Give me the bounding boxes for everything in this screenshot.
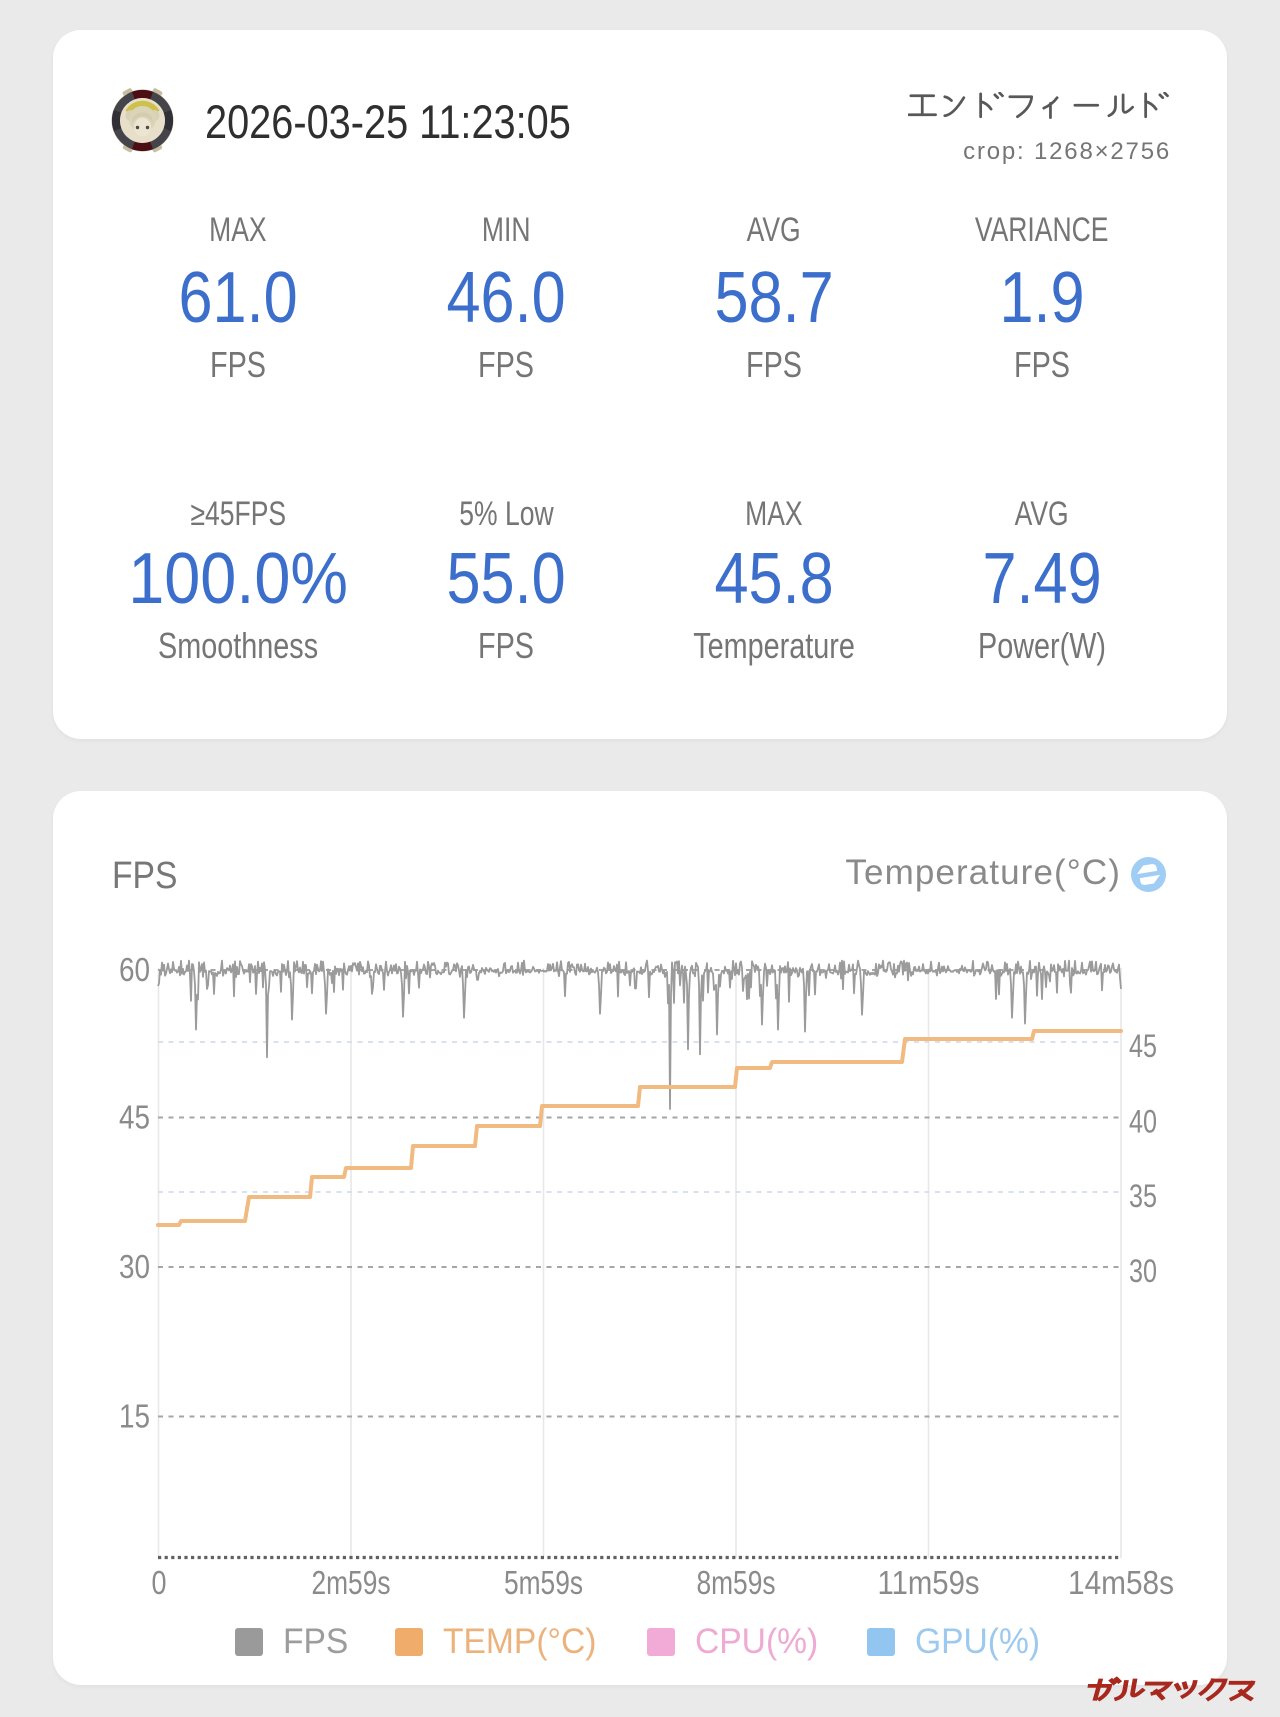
svg-text:5m59s: 5m59s bbox=[504, 1564, 583, 1601]
svg-text:14m58s: 14m58s bbox=[1068, 1564, 1174, 1601]
svg-text:40: 40 bbox=[1129, 1104, 1157, 1140]
svg-text:30: 30 bbox=[119, 1248, 150, 1285]
svg-text:45: 45 bbox=[119, 1099, 150, 1136]
svg-text:60: 60 bbox=[119, 951, 150, 988]
svg-text:30: 30 bbox=[1129, 1253, 1157, 1289]
svg-text:11m59s: 11m59s bbox=[878, 1564, 980, 1601]
svg-text:45: 45 bbox=[1129, 1028, 1157, 1064]
svg-text:15: 15 bbox=[119, 1398, 150, 1435]
svg-text:0: 0 bbox=[152, 1564, 167, 1601]
svg-text:2m59s: 2m59s bbox=[312, 1564, 391, 1601]
svg-text:35: 35 bbox=[1129, 1178, 1157, 1214]
svg-text:8m59s: 8m59s bbox=[697, 1564, 776, 1601]
